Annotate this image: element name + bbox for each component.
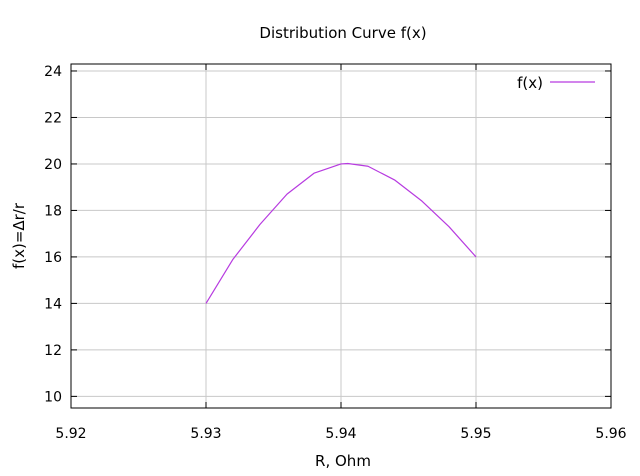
- y-tick-label: 18: [44, 203, 62, 219]
- x-tick-label: 5.92: [55, 426, 86, 442]
- y-tick-labels: 10 12 14 16 18 20 22 24: [44, 64, 62, 405]
- y-tick-label: 12: [44, 343, 62, 359]
- x-tick-label: 5.94: [325, 426, 356, 442]
- y-tick-label: 14: [44, 296, 62, 312]
- x-tick-labels: 5.92 5.93 5.94 5.95 5.96: [55, 426, 626, 442]
- x-tick-label: 5.95: [460, 426, 491, 442]
- y-tick-label: 22: [44, 110, 62, 126]
- y-tick-label: 16: [44, 250, 62, 266]
- x-tick-label: 5.93: [190, 426, 221, 442]
- series-lines: [205, 162, 477, 304]
- x-axis-label: R, Ohm: [315, 452, 371, 470]
- legend-label: f(x): [517, 74, 543, 92]
- y-tick-label: 24: [44, 64, 62, 80]
- y-axis-label: f(x)=Δr/r: [10, 202, 28, 269]
- grid-lines: [71, 64, 611, 408]
- x-tick-label: 5.96: [595, 426, 626, 442]
- legend: f(x): [517, 74, 595, 92]
- chart-title: Distribution Curve f(x): [259, 24, 426, 42]
- series-line: [205, 162, 477, 304]
- y-tick-label: 20: [44, 157, 62, 173]
- y-tick-label: 10: [44, 389, 62, 405]
- axis-ticks: [70, 64, 612, 408]
